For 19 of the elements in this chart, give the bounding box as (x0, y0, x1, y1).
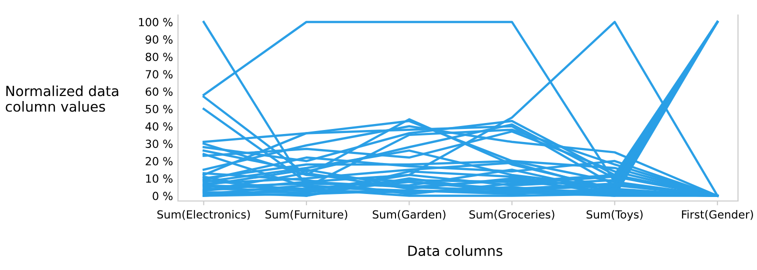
x-tick-label: Sum(Toys) (586, 210, 643, 221)
y-tick-label: 90 % (146, 35, 173, 44)
y-tick-label: 100 % (139, 18, 173, 26)
x-tick-label: First(Gender) (682, 210, 753, 220)
x-tick-label: Sum(Groceries) (469, 210, 554, 220)
y-tick-label: 0 % (152, 192, 173, 200)
x-axis-title: Data columns (408, 245, 502, 256)
y-tick-label: 40 % (145, 122, 173, 131)
y-tick-label: 60 % (146, 87, 173, 96)
y-tick-label: 70 % (146, 70, 173, 78)
y-tick-label: 50 % (146, 104, 173, 114)
x-tick-label: Sum(Electronics) (157, 210, 250, 220)
x-tick-label: Sum(Garden) (372, 210, 446, 220)
y-tick-label: 80 % (146, 52, 173, 62)
y-tick-label: 10 % (146, 174, 173, 183)
y-axis-title: Normalized data column values (6, 86, 118, 112)
y-tick-label: 20 % (146, 156, 173, 166)
x-tick-label: Sum(Furniture) (265, 210, 348, 220)
y-tick-label: 30 % (146, 140, 173, 148)
